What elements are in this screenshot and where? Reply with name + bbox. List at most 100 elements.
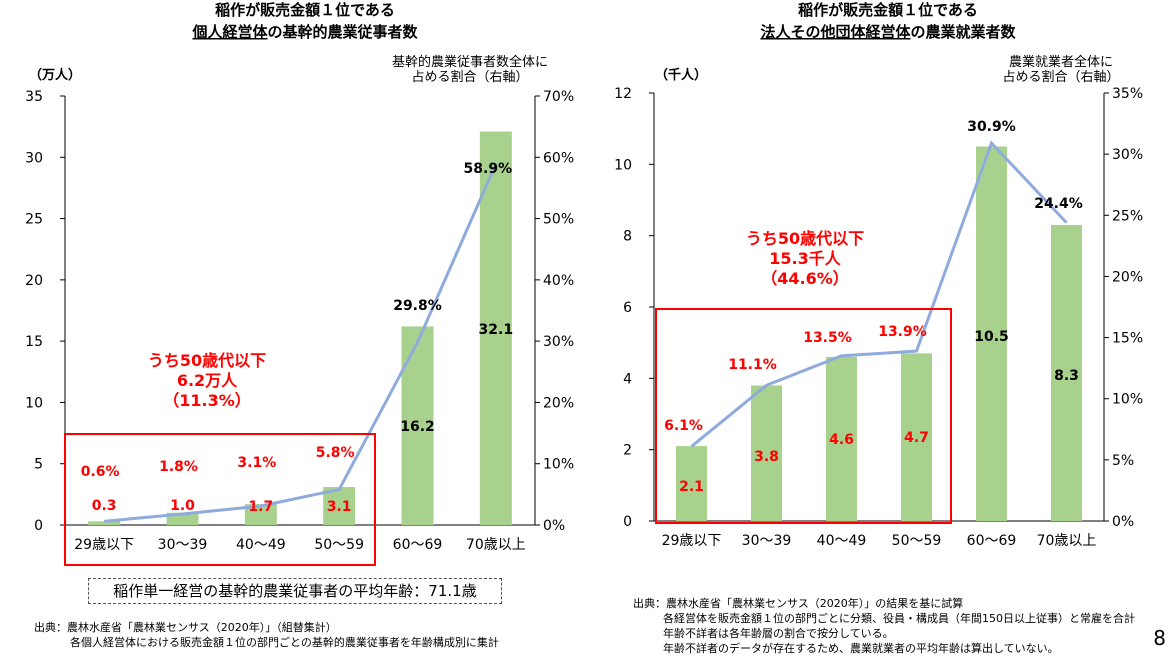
y2-tick-label: 15% <box>1112 331 1143 347</box>
left-source-line: 出典：農林水産省「農林業センサス（2020年）」（組替集計） <box>34 621 337 634</box>
category-label: 30～39 <box>158 537 208 553</box>
y-tick-label: 0 <box>34 518 43 534</box>
right-source-line: 各経営体を販売金額１位の部門ごとに分類、役員・構成員（年間150日以上従事）と常… <box>663 612 1135 625</box>
highlight-note: うち50歳代以下 <box>148 351 266 370</box>
bar <box>479 131 512 525</box>
y2-tick-label: 0% <box>543 518 565 534</box>
y-tick-label: 2 <box>623 443 632 459</box>
bar-value-label: 1.7 <box>248 499 273 515</box>
left-source-line: 各個人経営体における販売金額１位の部門ごとの基幹的農業従事者を年齢構成別に集計 <box>70 636 499 649</box>
y2-tick-label: 35% <box>1112 86 1143 102</box>
bar-value-label: 3.8 <box>754 449 779 465</box>
bar-value-label: 10.5 <box>974 329 1009 345</box>
chart-subtitle: 法人その他団体経営体の農業就業者数 <box>760 23 1016 41</box>
y2-tick-label: 10% <box>543 457 574 473</box>
y-tick-label: 4 <box>623 371 632 387</box>
right-source: 出典：農林水産省「農林業センサス（2020年）」の結果を基に試算 各経営体を販売… <box>633 596 1135 656</box>
y-tick-label: 20 <box>25 273 43 289</box>
y-tick-label: 30 <box>25 150 43 166</box>
y-tick-label: 12 <box>614 86 632 102</box>
bar <box>1051 224 1082 521</box>
highlight-box <box>655 308 952 524</box>
y-tick-label: 15 <box>25 334 43 350</box>
bar <box>751 385 782 521</box>
y-tick-label: 10 <box>25 395 43 411</box>
y-tick-label: 8 <box>623 229 632 245</box>
share-value-label: 30.9% <box>967 119 1016 135</box>
bar <box>88 521 121 525</box>
bar <box>323 487 356 525</box>
subtitle-rest: の農業就業者数 <box>911 23 1017 41</box>
y-tick-label: 0 <box>623 514 632 530</box>
y2-axis-label: 基幹的農業従事者数全体に <box>392 54 548 70</box>
y-tick-label: 25 <box>25 212 43 228</box>
category-label: 29歳以下 <box>662 533 722 549</box>
share-value-label: 1.8% <box>159 459 198 475</box>
y2-tick-label: 60% <box>543 150 574 166</box>
y2-tick-label: 0% <box>1112 514 1134 530</box>
highlight-note: うち50歳代以下 <box>746 229 864 248</box>
share-line <box>104 163 498 523</box>
bar-value-label: 4.6 <box>829 432 854 448</box>
bar-value-label: 8.3 <box>1054 368 1079 384</box>
bar-value-label: 16.2 <box>400 419 435 435</box>
right-source-line: 年齢不詳者のデータが存在するため、農業就業者の平均年齢は算出していない。 <box>663 642 1059 655</box>
share-line <box>690 140 1068 448</box>
chart-title: 稲作が販売金額１位である <box>798 1 978 19</box>
y2-tick-label: 10% <box>1112 392 1143 408</box>
highlight-note: 6.2万人 <box>177 371 238 390</box>
y-tick-label: 35 <box>25 89 43 105</box>
y2-tick-label: 25% <box>1112 208 1143 224</box>
subtitle-underlined: 法人その他団体経営体 <box>760 23 911 41</box>
subtitle-underlined: 個人経営体 <box>191 23 268 41</box>
category-label: 40～49 <box>236 537 286 553</box>
y2-tick-label: 70% <box>543 89 574 105</box>
share-value-label: 11.1% <box>728 357 777 373</box>
share-value-label: 13.9% <box>878 324 927 340</box>
right-source-line: 年齢不詳者は各年齢層の割合で按分している。 <box>663 627 894 640</box>
y2-tick-label: 20% <box>543 395 574 411</box>
highlight-note: 15.3千人 <box>769 249 841 268</box>
category-label: 60～69 <box>967 533 1017 549</box>
category-label: 29歳以下 <box>74 537 134 553</box>
average-age-note: 稲作単一経営の基幹的農業従事者の平均年齢：71.1歳 <box>88 578 502 604</box>
left-source: 出典：農林水産省「農林業センサス（2020年）」（組替集計） 各個人経営体におけ… <box>34 620 499 650</box>
share-value-label: 6.1% <box>664 418 703 434</box>
right-source-line: 出典：農林水産省「農林業センサス（2020年）」の結果を基に試算 <box>633 597 964 610</box>
bar-value-label: 4.7 <box>904 430 929 446</box>
y2-tick-label: 5% <box>1112 453 1134 469</box>
bar-value-label: 1.0 <box>170 498 195 514</box>
category-label: 40～49 <box>817 533 867 549</box>
y2-axis-label: 占める割合（右軸） <box>411 69 528 85</box>
y2-axis-label: 農業就業者全体に <box>1009 54 1113 70</box>
highlight-note: （11.3%） <box>163 391 251 410</box>
y2-tick-label: 50% <box>543 212 574 228</box>
y-axis-label: （千人） <box>655 67 707 83</box>
bar <box>676 446 707 521</box>
bar-value-label: 0.3 <box>92 498 117 514</box>
bar-value-label: 2.1 <box>679 479 704 495</box>
bar-value-label: 32.1 <box>479 322 514 338</box>
category-label: 70歳以上 <box>466 537 526 553</box>
chart-subtitle: 個人経営体の基幹的農業従事者数 <box>191 23 418 41</box>
highlight-box <box>64 433 376 566</box>
bar <box>976 146 1007 521</box>
bar <box>901 353 932 521</box>
y2-tick-label: 40% <box>543 273 574 289</box>
share-value-label: 58.9% <box>464 161 513 177</box>
category-label: 50～59 <box>892 533 942 549</box>
bar-value-label: 3.1 <box>327 499 352 515</box>
share-value-label: 5.8% <box>316 445 355 461</box>
share-value-label: 0.6% <box>81 464 120 480</box>
page-number: 8 <box>1153 626 1166 650</box>
y2-tick-label: 30% <box>543 334 574 350</box>
y-tick-label: 5 <box>34 457 43 473</box>
share-value-label: 29.8% <box>393 298 442 314</box>
share-value-label: 13.5% <box>803 330 852 346</box>
category-label: 60～69 <box>393 537 443 553</box>
chart-title: 稲作が販売金額１位である <box>215 1 395 19</box>
y2-tick-label: 30% <box>1112 147 1143 163</box>
y2-axis-label: 占める割合（右軸） <box>1002 69 1119 85</box>
